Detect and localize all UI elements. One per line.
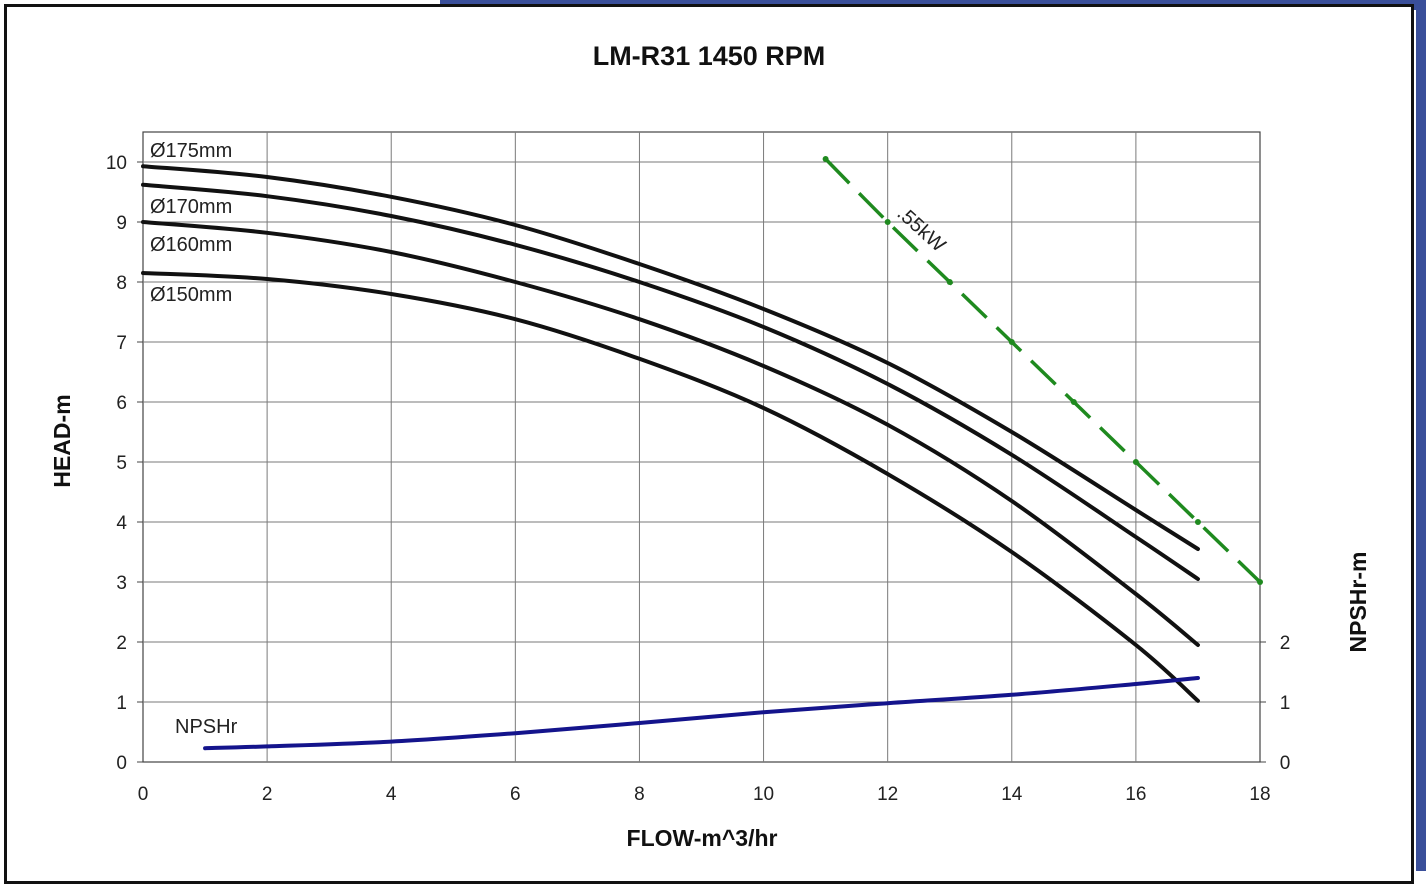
series-point-55kw: [1257, 579, 1263, 585]
x-tick-label: 2: [262, 784, 273, 805]
y-tick-label: 2: [116, 633, 127, 654]
y-tick-label: 8: [116, 273, 127, 294]
y-tick-label: 1: [116, 693, 127, 714]
y-tick-label: 4: [116, 513, 127, 534]
series-label-npshr: NPSHr: [175, 716, 238, 738]
y-tick-label: 9: [116, 213, 127, 234]
y-tick-label: 7: [116, 333, 127, 354]
series-label-175mm: Ø175mm: [150, 140, 232, 162]
x-tick-label: 0: [138, 784, 149, 805]
y-tick-labels: 0 1 2 3 4 5 6 7 8 9 10: [106, 153, 143, 774]
plot-border: [142, 131, 1261, 763]
chart-frame: [4, 4, 1414, 884]
series-line-160mm: [141, 220, 1200, 647]
series-lines: [141, 156, 1263, 751]
y-tick-label: 3: [116, 573, 127, 594]
series-line-150mm: [141, 271, 1200, 703]
y2-tick-label: 1: [1280, 693, 1291, 714]
x-tick-label: 16: [1125, 784, 1146, 805]
series-line-170mm: [141, 182, 1200, 581]
series-label-power: .55kW: [893, 202, 950, 256]
y-tick-label: 6: [116, 393, 127, 414]
x-tick-label: 18: [1249, 784, 1270, 805]
series-point-55kw: [946, 279, 953, 285]
x-tick-label: 4: [386, 784, 397, 805]
series-label-160mm: Ø160mm: [150, 234, 232, 256]
x-tick-label: 6: [510, 784, 521, 805]
x-axis-label: FLOW-m^3/hr: [627, 825, 778, 851]
x-tick-label: 10: [753, 784, 774, 805]
series-point-55kw: [884, 219, 891, 225]
y-axis-label: HEAD-m: [49, 394, 75, 487]
y2-tick-label: 0: [1280, 753, 1291, 774]
right-window-strip: [1416, 0, 1426, 871]
series-point-55kw: [1132, 459, 1139, 465]
series-line-npshr: [203, 676, 1200, 751]
x-tick-label: 12: [877, 784, 898, 805]
series-point-55kw: [1070, 399, 1077, 405]
chart-title: LM-R31 1450 RPM: [593, 41, 826, 71]
y2-tick-labels: 0 1 2: [1260, 633, 1290, 774]
grid-lines: [142, 131, 1261, 763]
series-line-55kw: [824, 157, 1262, 584]
y2-tick-label: 2: [1280, 633, 1291, 654]
series-line-175mm: [141, 164, 1200, 551]
series-label-170mm: Ø170mm: [150, 196, 232, 218]
y-tick-label: 5: [116, 453, 127, 474]
x-tick-labels: 0 2 4 6 8 10 12 14 16 18: [138, 784, 1271, 805]
series-point-55kw: [1194, 519, 1201, 525]
x-tick-label: 14: [1001, 784, 1023, 805]
y2-axis-label: NPSHr-m: [1345, 552, 1371, 653]
y-tick-label: 10: [106, 153, 127, 174]
series-point-55kw: [822, 156, 829, 162]
y-tick-label: 0: [116, 753, 127, 774]
x-tick-label: 8: [634, 784, 645, 805]
series-point-55kw: [1008, 339, 1015, 345]
series-labels: Ø175mm Ø170mm Ø160mm Ø150mm .55kW NPSHr: [150, 140, 950, 738]
series-label-150mm: Ø150mm: [150, 284, 232, 306]
